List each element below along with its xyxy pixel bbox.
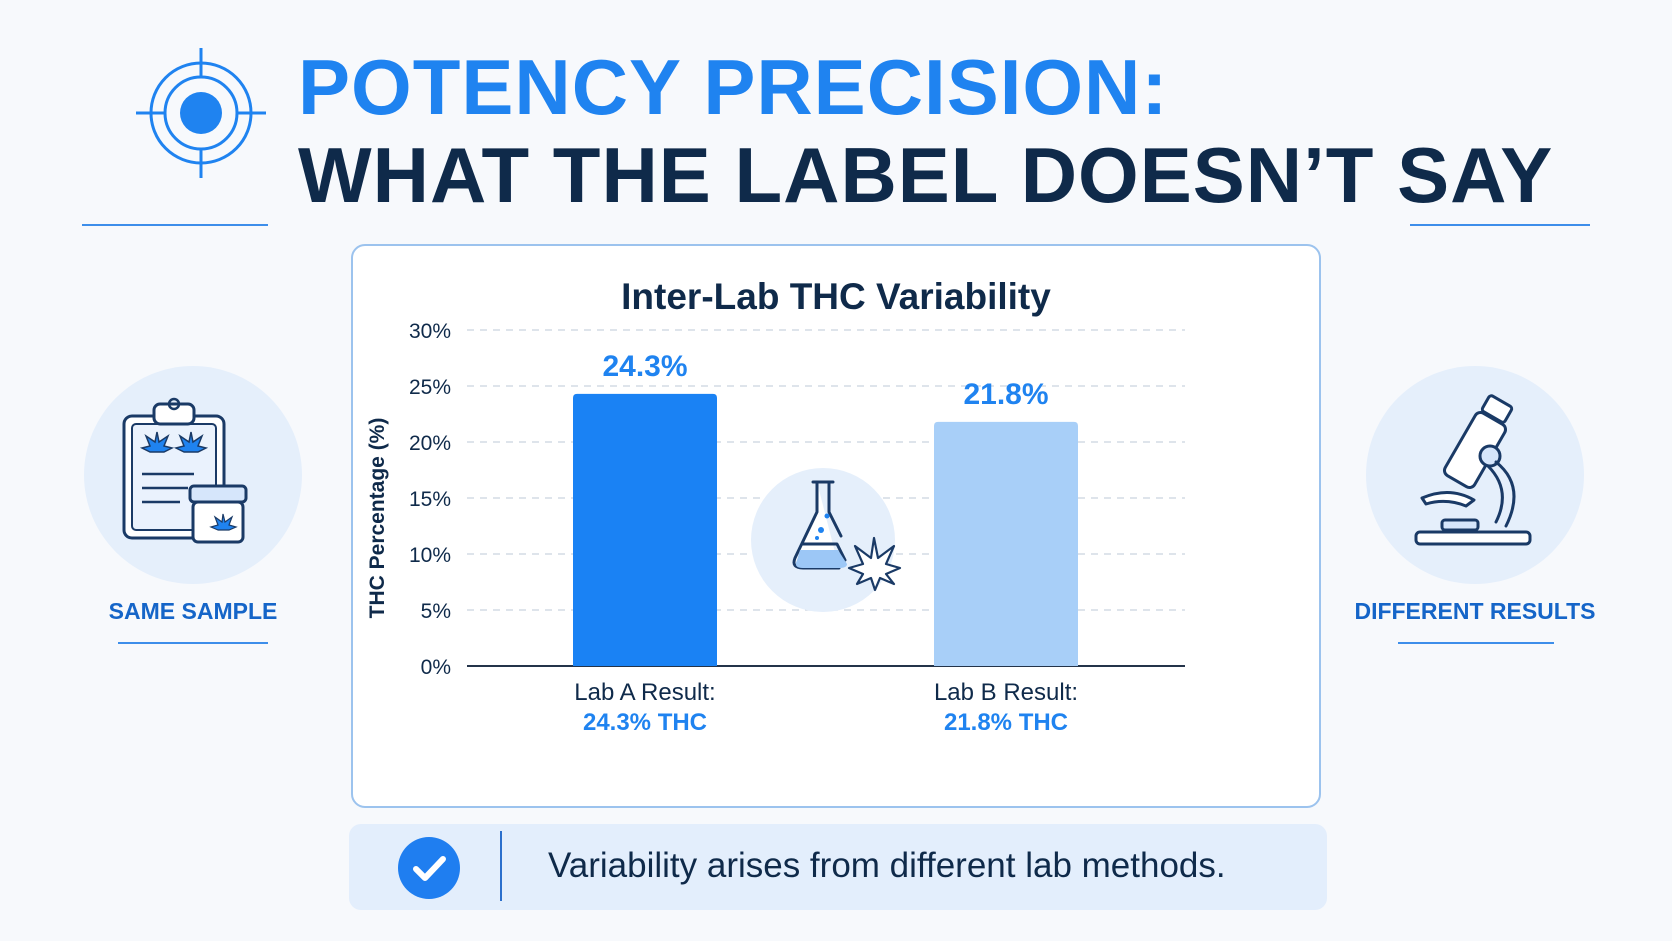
footer-message: Variability arises from different lab me… [548, 846, 1226, 885]
y-tick-label: 30% [409, 320, 451, 343]
y-tick-label: 15% [409, 488, 451, 511]
bar-lab-a [573, 393, 717, 666]
x-category-label: Lab A Result: [574, 679, 715, 706]
check-icon [413, 856, 446, 881]
target-icon [136, 48, 266, 178]
different-results-illustration [1366, 366, 1584, 584]
chart-title: Inter-Lab THC Variability [621, 276, 1051, 317]
clipboard-jar-icon [122, 397, 248, 544]
bar-lab-b [934, 421, 1078, 666]
check-badge [398, 837, 460, 899]
right-caption-divider [1398, 642, 1554, 644]
bar-chart: 0% 5% 10% 15% 20% 25% 30% THC Percentage (%) 24.… [366, 320, 1185, 736]
flask-leaf-icon [751, 468, 902, 612]
header-divider-right [1410, 224, 1590, 226]
data-label: 24.3% [602, 350, 687, 383]
x-category-sublabel: 21.8% THC [944, 709, 1068, 736]
different-results-caption: DIFFERENT RESULTS [1354, 598, 1596, 624]
footer-divider [500, 831, 502, 901]
x-category-sublabel: 24.3% THC [583, 709, 707, 736]
y-tick-label: 10% [409, 544, 451, 567]
y-tick-label: 20% [409, 432, 451, 455]
same-sample-caption: SAME SAMPLE [108, 598, 278, 624]
footer-banner [349, 824, 1327, 910]
microscope-icon [1414, 394, 1532, 546]
y-axis-label: THC Percentage (%) [366, 418, 389, 619]
page-title-line2: WHAT THE LABEL DOESN’T SAY [298, 131, 1554, 219]
x-category-label: Lab B Result: [934, 679, 1078, 706]
left-caption-divider [118, 642, 268, 644]
y-tick-label: 0% [421, 656, 451, 679]
y-tick-label: 25% [409, 376, 451, 399]
same-sample-illustration [84, 366, 302, 584]
data-label: 21.8% [963, 378, 1048, 411]
y-tick-label: 5% [421, 600, 451, 623]
header-divider-left [82, 224, 268, 226]
page-title-line1: POTENCY PRECISION: [298, 43, 1169, 131]
